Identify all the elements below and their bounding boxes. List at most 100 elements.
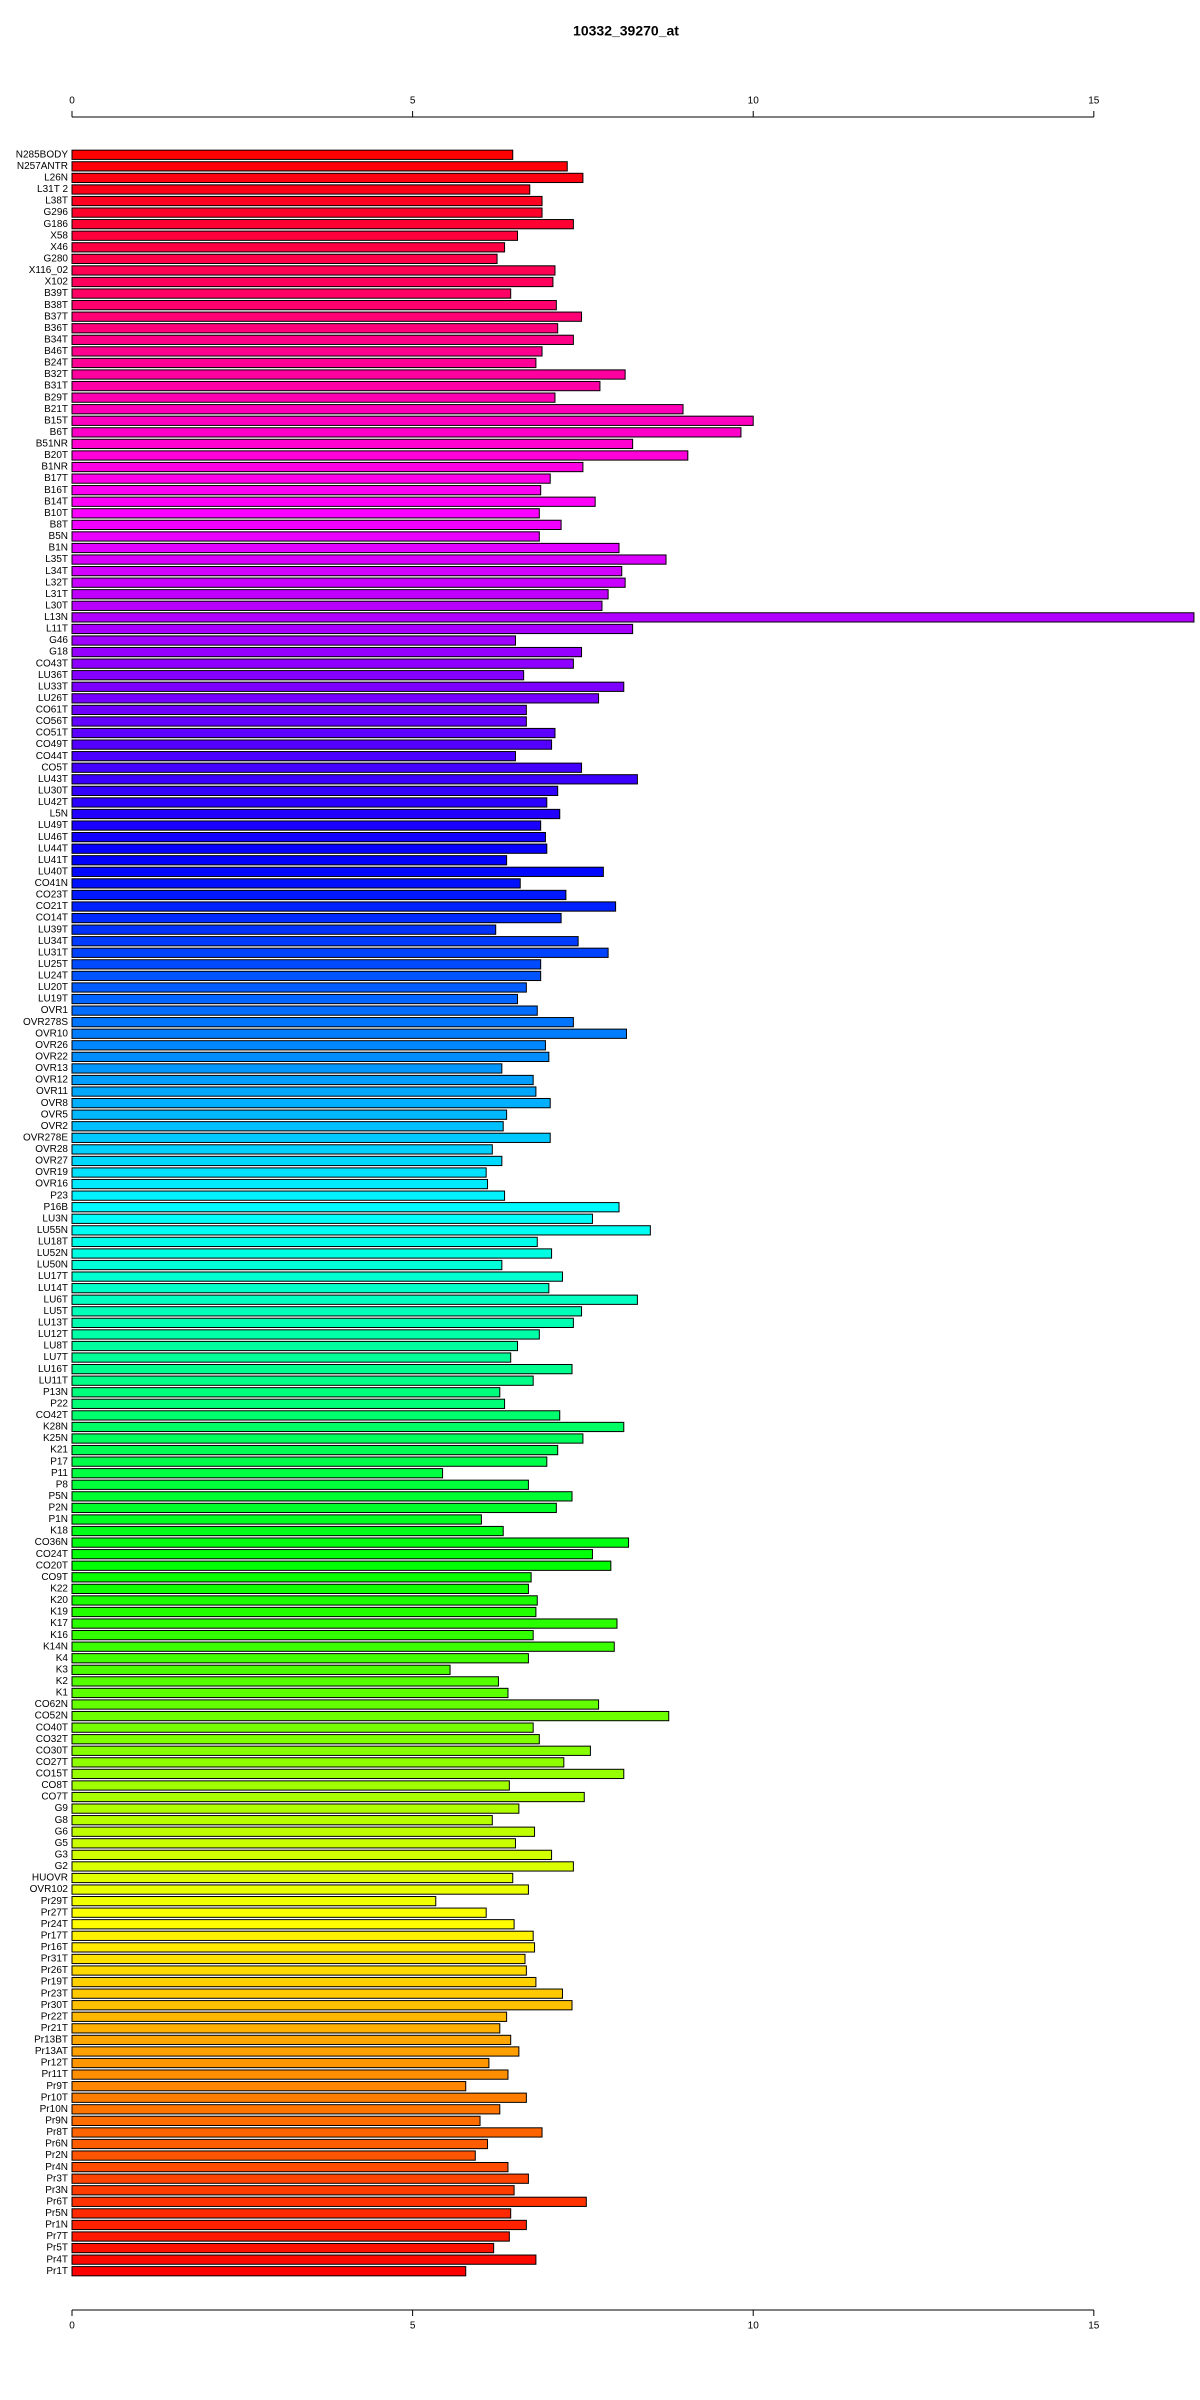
bar (71, 1132, 551, 1143)
bar (71, 2104, 501, 2115)
y-tick-label: B36T (44, 323, 68, 334)
y-tick-label: B39T (44, 288, 68, 299)
bar (71, 1283, 550, 1294)
y-tick-label: LU30T (38, 786, 68, 797)
bar (71, 866, 604, 877)
y-tick-label: OVR16 (35, 1179, 68, 1190)
bar (71, 855, 508, 866)
bar (71, 993, 519, 1005)
bar (71, 392, 556, 403)
bar (71, 1063, 503, 1074)
y-tick-label: LU6T (44, 1294, 68, 1305)
bar (71, 473, 551, 484)
bar (71, 1352, 512, 1363)
bar (71, 346, 543, 357)
y-tick-label: OVR5 (41, 1109, 69, 1120)
y-tick-label: Pr8T (46, 2127, 68, 2138)
y-tick-label: Pr7T (46, 2231, 68, 2242)
bar (71, 288, 512, 299)
bar (71, 1444, 559, 1456)
bar (71, 1988, 563, 1999)
bar (71, 1641, 615, 1652)
y-tick-label: B46T (44, 346, 68, 357)
bar (71, 531, 540, 542)
y-tick-label: OVR19 (35, 1167, 68, 1178)
bar (71, 2231, 510, 2242)
y-tick-label: G2 (55, 1861, 69, 1872)
bar (71, 334, 574, 345)
y-tick-label: L35T (45, 554, 68, 565)
y-tick-label: B6T (50, 427, 68, 438)
bar (71, 1907, 487, 1918)
bar (71, 2266, 467, 2277)
y-tick-label: CO56T (36, 716, 68, 727)
bar (71, 1213, 593, 1224)
y-tick-label: CO62N (35, 1699, 68, 1710)
y-tick-label: LU25T (38, 959, 68, 970)
y-tick-label: CO27T (36, 1757, 68, 1768)
bar (71, 1919, 515, 1930)
y-tick-label: CO24T (36, 1549, 68, 1560)
y-tick-label: L34T (45, 566, 68, 577)
y-tick-label: CO30T (36, 1745, 68, 1756)
y-tick-label: CO41N (35, 878, 68, 889)
bar (71, 1410, 561, 1421)
y-tick-label: CO15T (36, 1769, 68, 1780)
y-tick-label: Pr19T (41, 1977, 68, 1988)
y-tick-label: CO36N (35, 1537, 68, 1548)
bar (71, 2242, 495, 2254)
y-tick-label: LU19T (38, 994, 68, 1005)
bar (71, 936, 579, 947)
y-tick-label: Pr6T (46, 2196, 68, 2207)
y-tick-label: P11 (51, 1468, 68, 1479)
y-tick-label: Pr5T (46, 2243, 68, 2254)
bar (71, 1398, 506, 1409)
y-tick-label: P5N (49, 1491, 68, 1502)
bar (71, 1618, 618, 1629)
x-tick-label: 10 (748, 96, 760, 107)
y-tick-label: Pr5N (45, 2208, 68, 2219)
x-tick-label: 15 (1088, 96, 1100, 107)
bar (71, 658, 574, 669)
y-tick-label: G46 (49, 635, 68, 646)
y-tick-label: B24T (44, 358, 68, 369)
y-tick-label: CO23T (36, 890, 68, 901)
y-tick-label: LU5T (44, 1306, 68, 1317)
bar (71, 1491, 573, 1502)
bar (71, 1583, 529, 1594)
bar (71, 1560, 612, 1571)
y-tick-label: OVR278E (23, 1132, 68, 1143)
bar (71, 1803, 520, 1814)
bar (71, 1872, 514, 1884)
x-tick-label: 10 (748, 2321, 760, 2332)
bar (71, 1121, 504, 1132)
y-tick-label: Pr4N (45, 2162, 68, 2173)
y-tick-label: P1N (49, 1514, 68, 1525)
y-tick-label: X102 (45, 277, 69, 288)
y-tick-label: Pr26T (41, 1965, 68, 1976)
bar (71, 1664, 451, 1675)
bar (71, 1595, 538, 1606)
y-tick-label: K28N (43, 1422, 68, 1433)
bar (71, 600, 603, 611)
y-tick-label: G9 (55, 1803, 69, 1814)
y-tick-label: L32T (45, 577, 68, 588)
y-tick-label: LU46T (38, 832, 68, 843)
bar (71, 311, 583, 322)
bar (71, 1826, 536, 1837)
bar (71, 612, 1195, 623)
y-tick-label: Pr23T (41, 1988, 68, 1999)
bar (71, 1815, 493, 1826)
bar (71, 195, 543, 207)
y-tick-label: B16T (44, 485, 68, 496)
bar (71, 1514, 482, 1525)
y-tick-label: P2N (49, 1503, 68, 1514)
y-tick-label: LU20T (38, 982, 68, 993)
y-tick-label: LU40T (38, 866, 68, 877)
bar (71, 2138, 489, 2150)
bar (71, 508, 540, 519)
y-tick-label: G18 (49, 647, 68, 658)
y-tick-label: B15T (44, 415, 68, 426)
bar (71, 2092, 527, 2103)
y-tick-label: K25N (43, 1433, 68, 1444)
